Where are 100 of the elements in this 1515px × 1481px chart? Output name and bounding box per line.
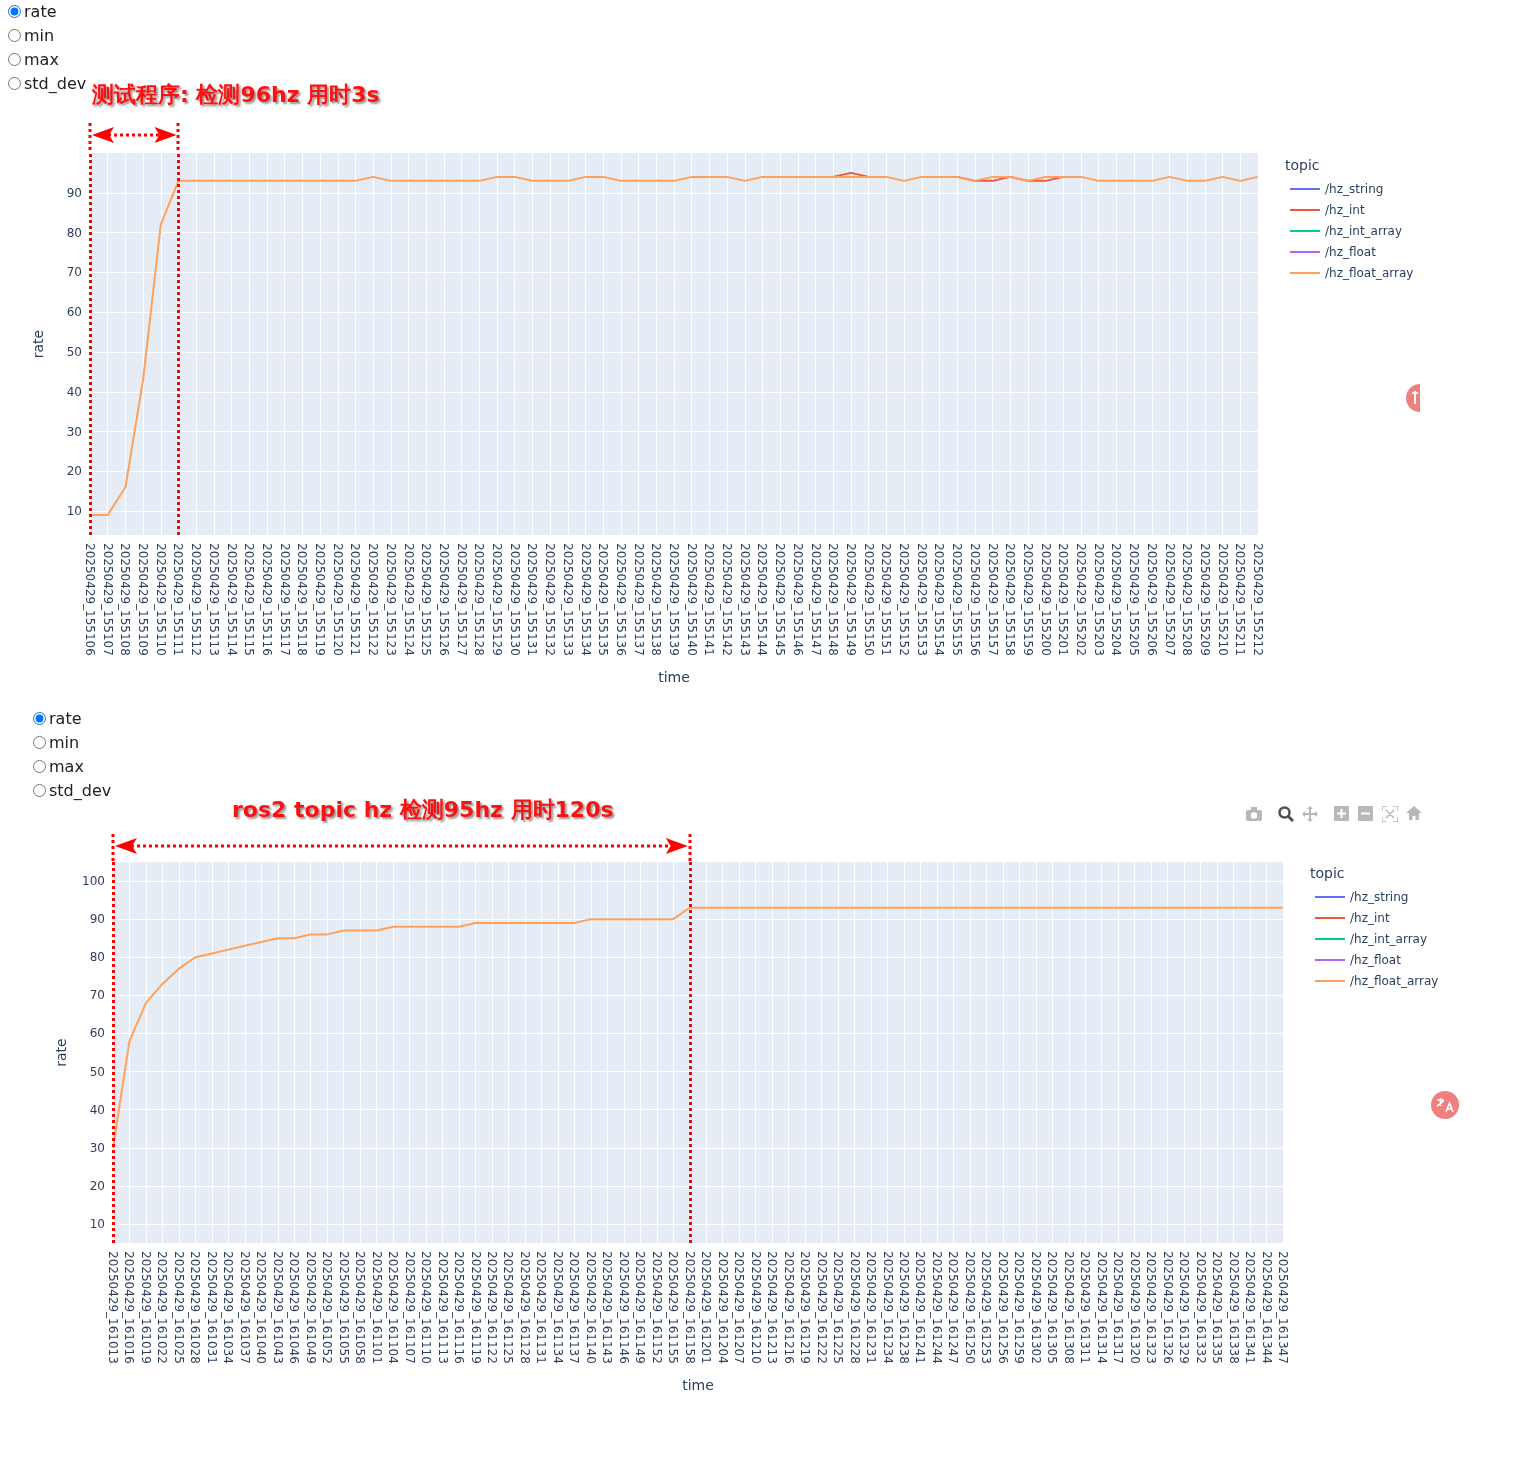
y-tick-label: 70	[66, 265, 82, 280]
x-tick-label: 20250429_161016	[122, 1251, 137, 1364]
y-tick-label: 10	[89, 1216, 105, 1231]
x-tick-label: 20250429_161238	[896, 1251, 911, 1364]
x-tick-label: 20250429_155147	[808, 543, 823, 656]
x-tick-label: 20250429_161332	[1193, 1251, 1208, 1364]
x-tick-label: 20250429_161146	[616, 1251, 631, 1364]
x-tick-label: 20250429_161110	[419, 1251, 434, 1364]
text: 测试程序: 检测96hz 用时3s	[92, 81, 380, 109]
x-tick-label: 20250429_161222	[814, 1251, 829, 1364]
x-tick-label: 20250429_161152	[649, 1251, 664, 1364]
x-tick-label: 20250429_155133	[560, 543, 575, 656]
y-tick-label: 30	[66, 424, 82, 439]
x-tick-label: 20250429_155124	[401, 543, 416, 656]
y-tick-label: 50	[89, 1064, 105, 1079]
x-tick-label: 20250429_155146	[790, 543, 805, 656]
x-tick-label: 20250429_155156	[967, 543, 982, 656]
x-tick-label: 20250429_155159	[1020, 543, 1035, 656]
legend-label: /hz_float_array	[1325, 266, 1414, 280]
y-tick-label: 20	[89, 1178, 105, 1193]
x-tick-label: 20250429_161055	[336, 1251, 351, 1364]
y-tick-label: 20	[66, 464, 82, 479]
y-tick-label: 70	[89, 988, 105, 1003]
y-tick-label: 10	[66, 504, 82, 519]
x-tick-label: 20250429_161259	[1012, 1251, 1027, 1364]
legend-label: /hz_float	[1350, 953, 1402, 967]
x-tick-label: 20250429_155138	[649, 543, 664, 656]
x-tick-label: 20250429_161137	[567, 1251, 582, 1364]
x-tick-label: 20250429_155208	[1180, 543, 1195, 656]
x-tick-label: 20250429_155134	[578, 543, 593, 656]
x-tick-label: 20250429_161149	[633, 1251, 648, 1364]
text: rate	[48, 708, 83, 730]
x-tick-label: 20250429_161040	[254, 1251, 269, 1364]
x-tick-label: 20250429_161234	[880, 1251, 895, 1364]
text: max	[48, 756, 85, 778]
x-tick-label: 20250429_155155	[950, 543, 965, 656]
x-tick-label: 20250429_155113	[206, 543, 221, 656]
legend-label: /hz_int_array	[1350, 932, 1428, 946]
x-tick-label: 20250429_155126	[436, 543, 451, 656]
x-tick-label: 20250429_155158	[1003, 543, 1018, 656]
x-tick-label: 20250429_155116	[259, 543, 274, 656]
x-tick-label: 20250429_161213	[765, 1251, 780, 1364]
x-tick-label: 20250429_161308	[1061, 1251, 1076, 1364]
x-tick-label: 20250429_161305	[1045, 1251, 1060, 1364]
x-tick-label: 20250429_161311	[1078, 1251, 1093, 1364]
x-tick-label: 20250429_155110	[153, 543, 168, 656]
legend-label: /hz_int	[1325, 203, 1365, 217]
x-tick-label: 20250429_161244	[929, 1251, 944, 1364]
x-tick-label: 20250429_161104	[386, 1251, 401, 1364]
x-tick-label: 20250429_161013	[106, 1251, 120, 1364]
text: max	[23, 49, 60, 71]
x-tick-label: 20250429_155136	[613, 543, 628, 656]
legend-label: /hz_float_array	[1350, 974, 1439, 988]
x-tick-label: 20250429_155211	[1233, 543, 1248, 656]
x-tick-label: 20250429_155209	[1197, 543, 1212, 656]
x-tick-label: 20250429_155121	[348, 543, 363, 656]
x-tick-label: 20250429_161049	[303, 1251, 318, 1364]
x-tick-label: 20250429_161125	[501, 1251, 516, 1364]
x-tick-label: 20250429_155206	[1144, 543, 1159, 656]
x-tick-label: 20250429_155145	[773, 543, 788, 656]
y-tick-label: 90	[66, 185, 82, 200]
x-tick-label: 20250429_161247	[946, 1251, 961, 1364]
x-tick-label: 20250429_161019	[138, 1251, 153, 1364]
x-tick-label: 20250429_155200	[1038, 543, 1053, 656]
x-tick-label: 20250429_161256	[995, 1251, 1010, 1364]
y-tick-label: 60	[66, 305, 82, 320]
x-tick-label: 20250429_155131	[525, 543, 540, 656]
x-tick-label: 20250429_161031	[204, 1251, 219, 1364]
x-tick-label: 20250429_155132	[543, 543, 558, 656]
x-tick-label: 20250429_155117	[277, 543, 292, 656]
x-tick-label: 20250429_161140	[583, 1251, 598, 1364]
x-tick-label: 20250429_161335	[1210, 1251, 1225, 1364]
x-tick-label: 20250429_161037	[237, 1251, 252, 1364]
x-tick-label: 20250429_161028	[188, 1251, 203, 1364]
x-tick-label: 20250429_155204	[1109, 543, 1124, 656]
x-tick-label: 20250429_161338	[1226, 1251, 1241, 1364]
legend-label: /hz_float	[1325, 245, 1377, 259]
x-tick-label: 20250429_161341	[1243, 1251, 1258, 1364]
x-tick-label: 20250429_161302	[1028, 1251, 1043, 1364]
x-tick-label: 20250429_161046	[287, 1251, 302, 1364]
x-tick-label: 20250429_155149	[843, 543, 858, 656]
x-tick-label: 20250429_155111	[171, 543, 186, 656]
x-tick-label: 20250429_155157	[985, 543, 1000, 656]
x-tick-label: 20250429_155143	[737, 543, 752, 656]
x-tick-label: 20250429_161344	[1259, 1251, 1274, 1364]
y-tick-label: 80	[89, 950, 105, 965]
y-tick-label: 40	[89, 1102, 105, 1117]
x-tick-label: 20250429_155201	[1056, 543, 1071, 656]
x-tick-label: 20250429_161022	[155, 1251, 170, 1364]
x-tick-label: 20250429_161320	[1127, 1251, 1142, 1364]
x-tick-label: 20250429_155154	[932, 543, 947, 656]
x-tick-label: 20250429_161034	[221, 1251, 236, 1364]
x-tick-label: 20250429_155109	[136, 543, 151, 656]
x-tick-label: 20250429_161317	[1111, 1251, 1126, 1364]
x-tick-label: 20250429_161250	[962, 1251, 977, 1364]
y-tick-label: 80	[66, 225, 82, 240]
y-tick-label: 90	[89, 912, 105, 927]
x-tick-label: 20250429_155115	[242, 543, 257, 656]
x-tick-label: 20250429_161101	[369, 1251, 384, 1364]
legend-label: /hz_int	[1350, 911, 1390, 925]
